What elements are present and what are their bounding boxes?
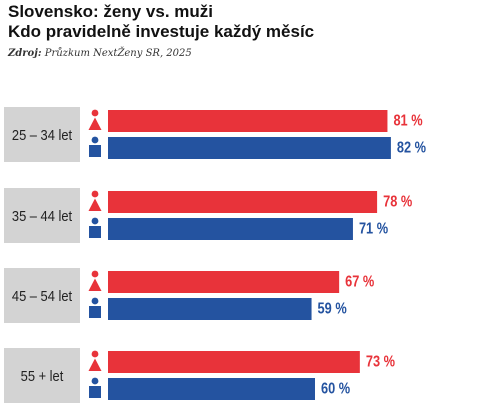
- source-note: Zdroj: Průzkum NextŽeny SR, 2025: [8, 48, 192, 59]
- title-line-2: Kdo pravidelně investuje každý měsíc: [8, 22, 315, 41]
- age-group: 25 – 34 let 81 % 82 %: [4, 107, 426, 162]
- bar: [108, 351, 360, 373]
- man-icon: [89, 377, 101, 398]
- chart-title: Slovensko: ženy vs. muži Kdo pravidelně …: [8, 2, 314, 42]
- source-text: Průzkum NextŽeny SR, 2025: [44, 48, 192, 59]
- man-icon: [89, 217, 101, 238]
- bar: [108, 137, 391, 159]
- category-label: 25 – 34 let: [12, 126, 72, 143]
- category-label-box: [4, 268, 80, 323]
- woman-icon: [88, 109, 102, 130]
- title-line-1: Slovensko: ženy vs. muži: [8, 2, 214, 21]
- category-label-box: [4, 348, 80, 403]
- age-group: 55 + let 73 % 60 %: [4, 348, 395, 403]
- category-label-box: [4, 107, 80, 162]
- category-label: 35 – 44 let: [12, 207, 72, 224]
- bar: [108, 378, 315, 400]
- woman-icon: [88, 350, 102, 371]
- woman-icon: [88, 190, 102, 211]
- bar: [108, 271, 340, 293]
- age-group: 45 – 54 let 67 % 59 %: [4, 268, 374, 323]
- category-label: 45 – 54 let: [12, 287, 72, 304]
- bar: [108, 218, 353, 240]
- category-label-box: [4, 188, 80, 243]
- category-label: 55 + let: [21, 367, 64, 384]
- value-label: 71 %: [359, 220, 388, 238]
- value-label: 67 %: [345, 273, 374, 291]
- source-label: Zdroj:: [8, 48, 42, 59]
- value-label: 82 %: [397, 139, 426, 157]
- man-icon: [89, 297, 101, 318]
- value-label: 73 %: [366, 353, 395, 371]
- bar: [108, 191, 378, 213]
- bar: [108, 298, 312, 320]
- value-label: 59 %: [318, 300, 347, 318]
- woman-icon: [88, 270, 102, 291]
- value-label: 78 %: [383, 193, 412, 211]
- value-label: 60 %: [321, 380, 350, 398]
- age-group: 35 – 44 let 78 % 71 %: [4, 188, 412, 243]
- bar: [108, 110, 388, 132]
- man-icon: [89, 136, 101, 157]
- value-label: 81 %: [393, 112, 422, 130]
